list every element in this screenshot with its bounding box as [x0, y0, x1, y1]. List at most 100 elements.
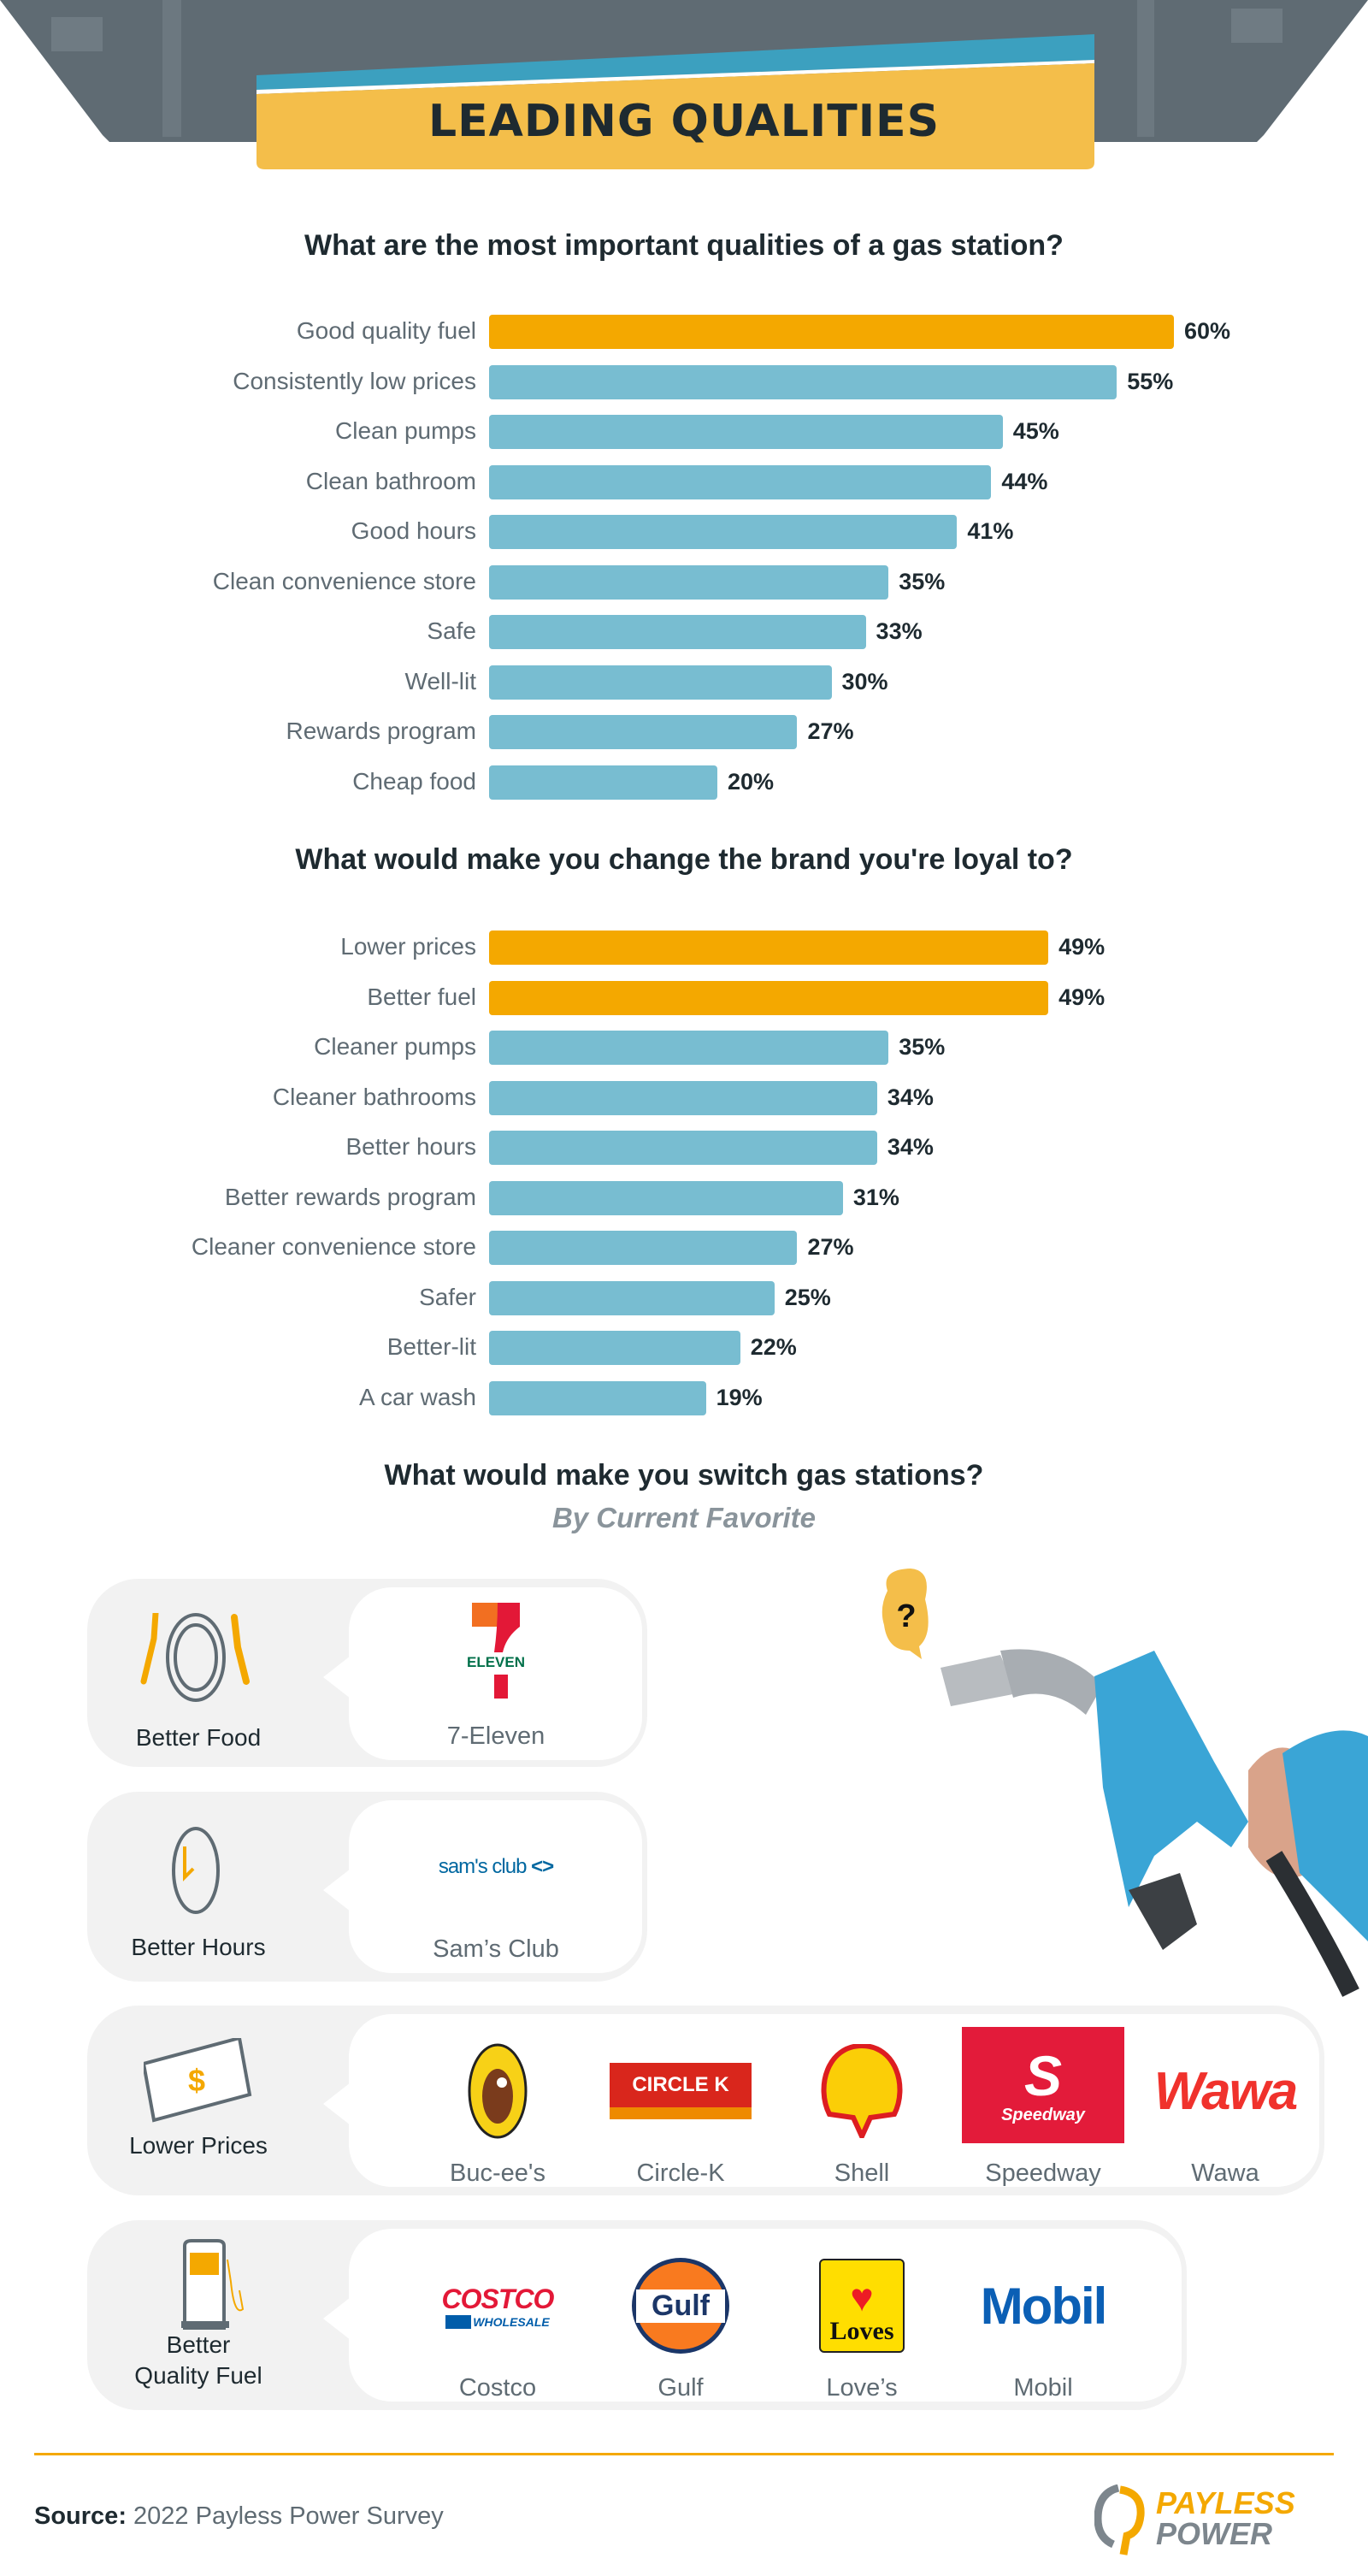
bar-label: Better hours [345, 1133, 476, 1160]
bar-value-label: 49% [1058, 984, 1106, 1010]
circle-k-logo: CIRCLE K [595, 2031, 766, 2151]
money-bill-icon: $ [144, 2038, 252, 2123]
diamond-icon: <> [531, 1855, 554, 1878]
bar-value-label: 60% [1184, 318, 1231, 344]
bar-label: Better-lit [386, 1333, 476, 1360]
brands-panel: COSTCO WHOLESALE Costco Gulf Gulf ♥ Loves … [323, 2229, 1182, 2402]
chart2-title: What would make you change the brand you… [295, 843, 1073, 876]
brand-name: Circle-K [636, 2159, 725, 2187]
bar-value-label: 33% [876, 618, 923, 644]
card-better-food: Better Food ELEVEN 7-Eleven [87, 1579, 647, 1767]
bar-label: Good hours [351, 517, 476, 544]
bar-label: Safer [419, 1283, 476, 1310]
bar [489, 1331, 740, 1365]
bar [489, 665, 832, 700]
switch-subtitle: By Current Favorite [551, 1502, 817, 1533]
bar-value-label: 35% [899, 568, 946, 594]
brand-name: Costco [458, 2374, 537, 2402]
brands-panel: sam's club <> Sam’s Club [323, 1800, 642, 1973]
bar [489, 1231, 798, 1265]
loves-logo: ♥ Loves [776, 2246, 947, 2366]
circle-k-logo-text: CIRCLE K [610, 2063, 752, 2119]
bar [489, 980, 1049, 1015]
bar-value-label: 34% [887, 1084, 934, 1110]
bar-value-label: 49% [1058, 934, 1106, 960]
bar-label: Cleaner pumps [314, 1033, 476, 1060]
category-label-line1: Better [166, 2331, 231, 2358]
bar [489, 615, 866, 649]
svg-text:$: $ [188, 2063, 205, 2098]
speedway-logo-text: Speedway [1001, 2105, 1085, 2124]
bar [489, 765, 717, 800]
clock-icon [172, 1827, 220, 1914]
brand-name: 7-Eleven [446, 1722, 545, 1750]
bar [489, 1131, 877, 1165]
panel-pointer [323, 1656, 351, 1699]
bar-value-label: 34% [887, 1134, 934, 1160]
brand-name: Shell [834, 2159, 890, 2187]
bar-value-label: 20% [728, 768, 775, 795]
brand-name: Sam’s Club [433, 1935, 559, 1963]
logo-line2: POWER [1156, 2516, 1273, 2551]
payless-power-logo-mark [1094, 2484, 1145, 2555]
sams-club-logo-text: sam's club [438, 1855, 528, 1878]
bar-label: Better fuel [367, 983, 476, 1010]
bar [489, 1080, 877, 1115]
bar-value-label: 19% [716, 1384, 763, 1410]
bar [489, 931, 1049, 965]
question-mark: ? [896, 1598, 916, 1634]
bar-label: Clean pumps [335, 417, 476, 444]
chart1-bars: Good quality fuel 60% Consistently low pri… [0, 0, 1368, 800]
brand-name: Love’s [826, 2374, 898, 2402]
bar-label: Lower prices [340, 933, 476, 960]
bar [489, 564, 889, 600]
category-label: Lower Prices [129, 2132, 268, 2159]
costco-logo: COSTCO WHOLESALE [412, 2246, 583, 2366]
bar [489, 364, 1117, 399]
brand-name: Buc-ee's [450, 2159, 545, 2187]
7-eleven-logo-text: ELEVEN [466, 1654, 526, 1670]
card-better-hours: Better Hours sam's club <> Sam’s Club [87, 1792, 647, 1982]
card-lower-prices: $ Lower Prices Buc-ee's CIRCLE K Circle-… [87, 2006, 1324, 2195]
bar-value-label: 31% [852, 1184, 899, 1210]
7-eleven-logo [472, 1603, 520, 1699]
bar-label: Safe [427, 617, 476, 644]
gulf-logo: Gulf [595, 2246, 766, 2366]
mobil-logo-text: Mobil [980, 2277, 1108, 2335]
bar-value-label: 27% [807, 718, 854, 744]
category-label-line2: Quality Fuel [134, 2362, 262, 2389]
bar-label: Cleaner bathrooms [272, 1083, 476, 1110]
bar [489, 515, 958, 549]
source-note: Source: 2022 Payless Power Survey [34, 2502, 444, 2531]
bar [489, 715, 798, 749]
bar-label: Consistently low prices [233, 367, 476, 394]
brands-panel: ELEVEN 7-Eleven [323, 1587, 642, 1760]
chart2-bars: Lower prices 49% Better fuel 49% Cleaner pum… [0, 0, 1368, 1415]
brand-name: Wawa [1191, 2159, 1259, 2187]
logo-line1: PAYLESS [1156, 2485, 1295, 2520]
bar-label: Good quality fuel [296, 317, 476, 344]
bar-value-label: 44% [1001, 468, 1048, 494]
bar [489, 1280, 775, 1315]
brand-name: Mobil [1013, 2374, 1073, 2402]
bar-value-label: 30% [841, 668, 888, 694]
speedway-logo: S Speedway [958, 2021, 1129, 2149]
brand-name: Speedway [985, 2159, 1101, 2187]
bar-label: Clean convenience store [212, 567, 476, 594]
payless-power-logo[interactable]: PAYLESS POWER [1094, 2484, 1334, 2557]
switch-title: What would make you switch gas stations? [384, 1459, 984, 1492]
costco-logo-subtext: WHOLESALE [445, 2314, 550, 2329]
panel-pointer [323, 1869, 351, 1911]
bar-label: Cheap food [352, 767, 476, 795]
bar-value-label: 35% [899, 1034, 946, 1060]
loves-logo-text: Loves [829, 2317, 894, 2345]
bar-label: A car wash [359, 1383, 476, 1410]
footer-divider [34, 2453, 1334, 2455]
bar [489, 315, 1174, 349]
category-label: Better Hours [131, 1934, 266, 1960]
wawa-logo-text: Wawa [1153, 2061, 1299, 2121]
bar-value-label: 55% [1127, 368, 1174, 394]
bar [489, 1180, 843, 1215]
panel-pointer [323, 2297, 351, 2340]
fuel-pump-icon [181, 2239, 245, 2330]
